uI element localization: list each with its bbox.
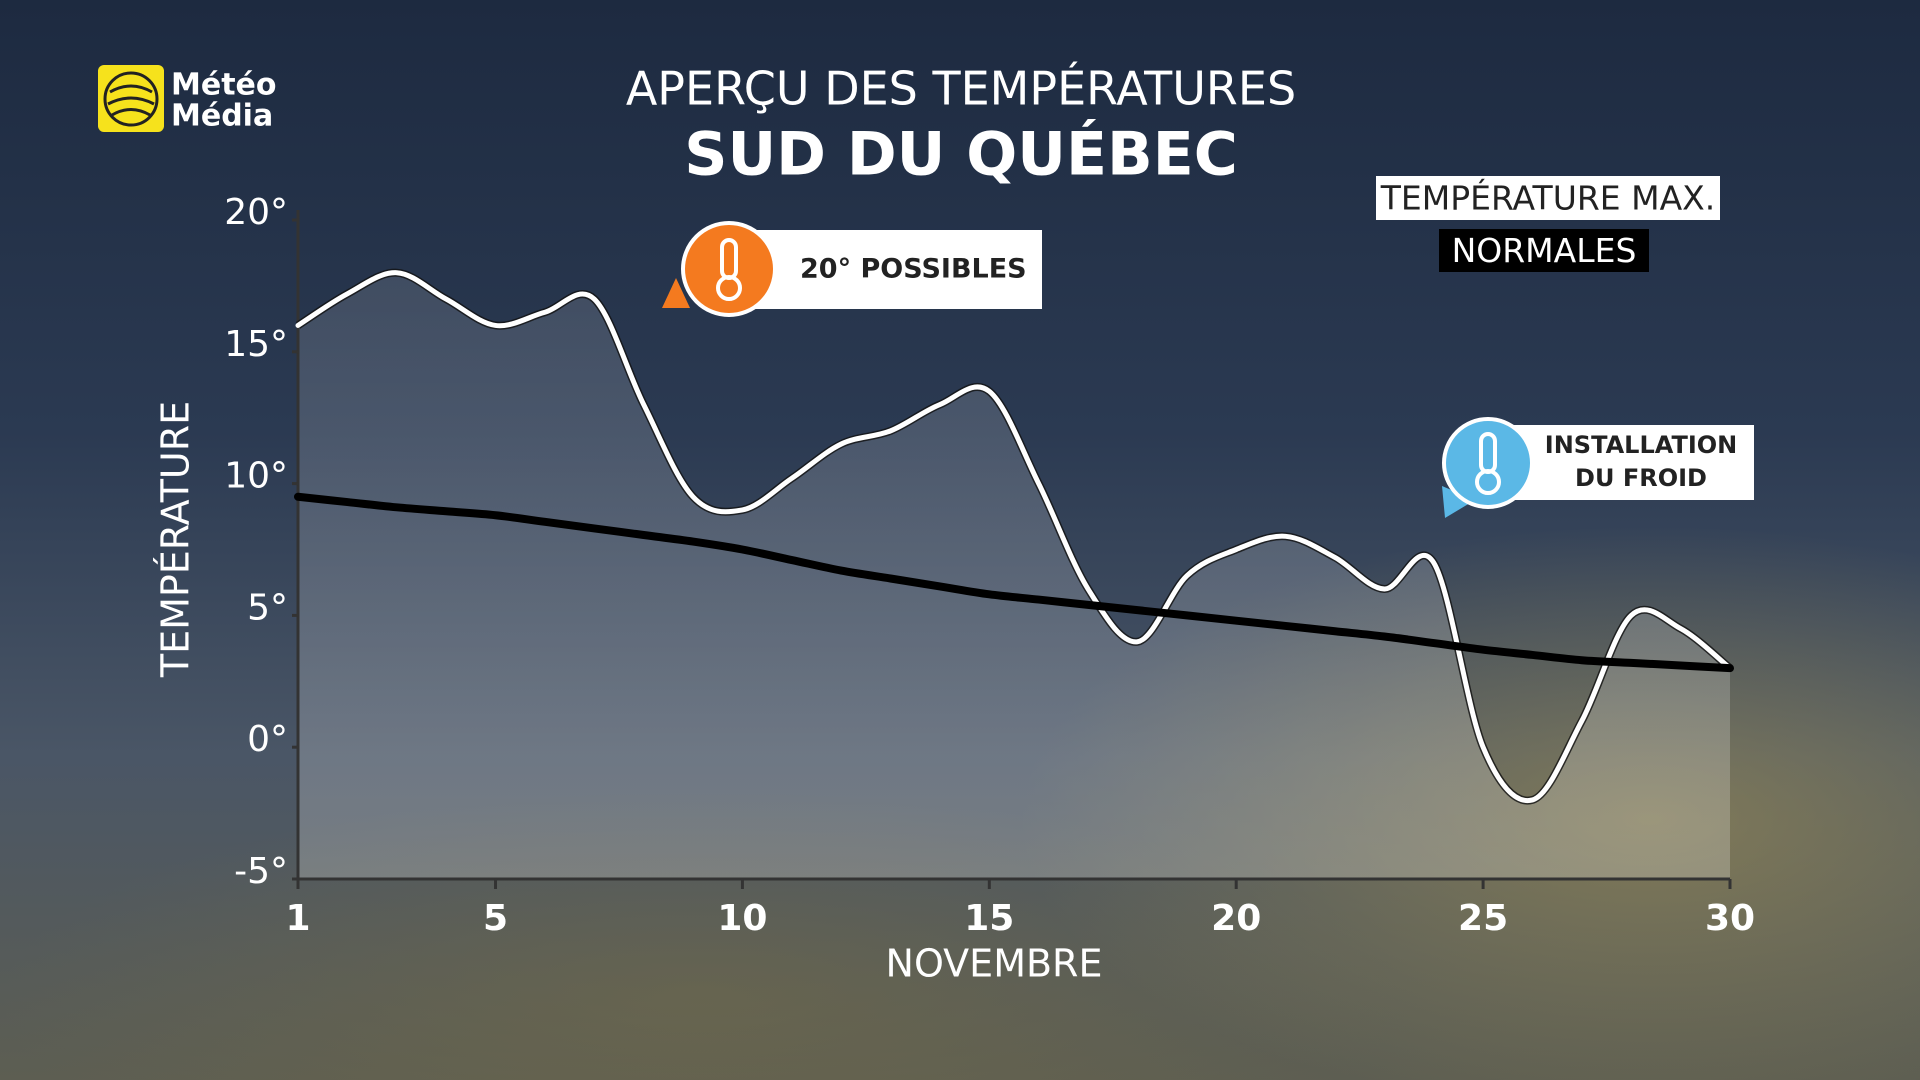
legend: TEMPÉRATURE MAX. NORMALES [1376, 176, 1720, 272]
legend-label: TEMPÉRATURE MAX. [1380, 178, 1716, 218]
y-tick-label: 0° [247, 719, 288, 760]
annotation-icon [1442, 417, 1534, 509]
series-line [294, 492, 1734, 673]
annotation-text: 20° POSSIBLES [800, 254, 1027, 285]
logo-text: Média [171, 99, 273, 134]
chart-subtitle: SUD DU QUÉBEC [684, 118, 1238, 190]
x-tick-label: 5 [483, 898, 508, 939]
x-tick-label: 20 [1211, 898, 1261, 939]
legend-box [1439, 229, 1649, 272]
max-area [298, 272, 1730, 879]
logo-globe [103, 71, 159, 127]
annotation: INSTALLATION DU FROID [1442, 417, 1754, 518]
annotation-text: INSTALLATION [1545, 431, 1737, 459]
x-tick-label: 1 [285, 898, 310, 939]
legend-label: NORMALES [1452, 231, 1637, 270]
logo-text: Météo [171, 68, 277, 103]
annotation-tail [1442, 486, 1475, 518]
y-tick-label: -5° [234, 851, 288, 892]
annotation-icon [681, 221, 777, 317]
y-axis-label: TEMPÉRATURE [154, 401, 198, 678]
y-tick-label: 5° [247, 587, 288, 628]
annotation-text: DU FROID [1575, 464, 1707, 492]
chart-title: APERÇU DES TEMPÉRATURES [626, 62, 1296, 116]
thermometer-bulb [716, 275, 742, 301]
legend-box [1376, 176, 1720, 220]
y-tick-label: 10° [224, 456, 288, 497]
annotation: 20° POSSIBLES [662, 221, 1042, 317]
x-tick-label: 30 [1705, 898, 1755, 939]
logo: Météo Média [98, 65, 277, 134]
series-line [295, 270, 1733, 804]
thermometer-bulb [1475, 469, 1501, 495]
annotation-tail [662, 278, 690, 308]
x-tick-label: 25 [1458, 898, 1508, 939]
plot: -5°0°5°10°15°20°1 5 10 15 20 25 30 [224, 192, 1755, 939]
x-tick-label: 10 [717, 898, 767, 939]
x-tick-label: 15 [964, 898, 1014, 939]
y-tick-label: 20° [224, 192, 288, 233]
x-axis-label: NOVEMBRE [886, 942, 1103, 986]
logo-lines [107, 84, 155, 117]
y-tick-label: 15° [224, 324, 288, 365]
